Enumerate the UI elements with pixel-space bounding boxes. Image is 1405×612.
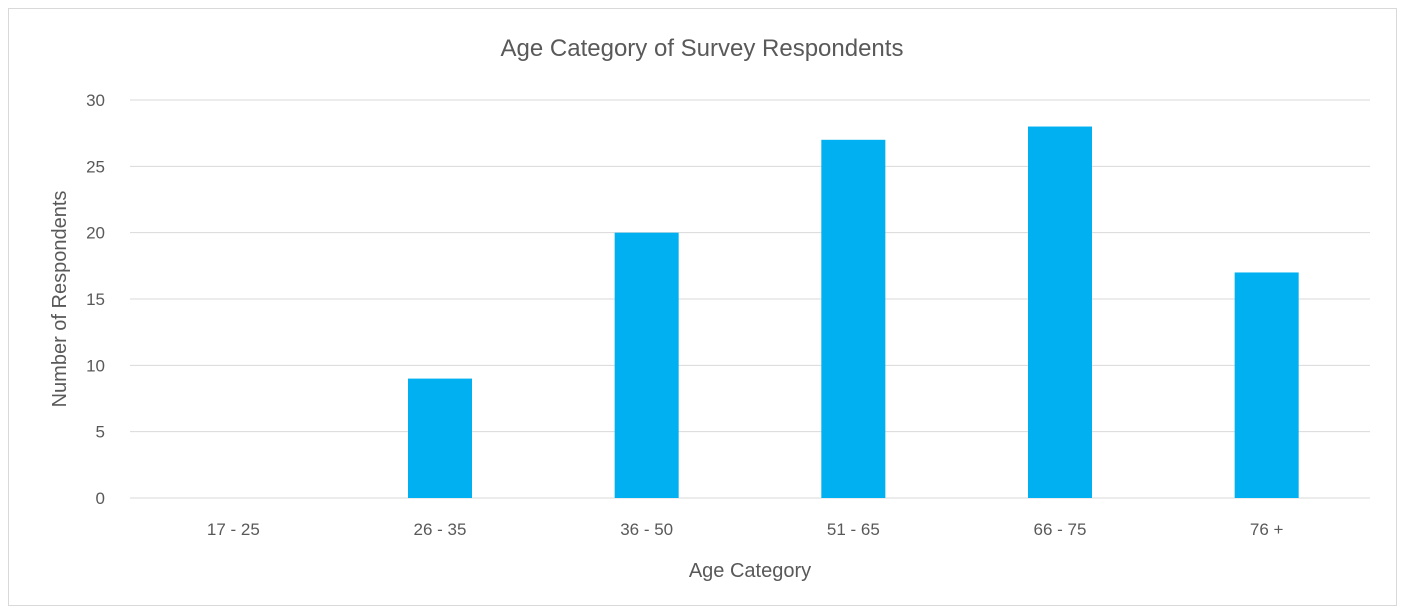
x-tick-label: 26 - 35 <box>414 520 467 539</box>
y-tick-label: 5 <box>96 423 105 442</box>
y-tick-label: 0 <box>96 489 105 508</box>
bar-3 <box>821 139 886 499</box>
y-tick-label: 20 <box>86 224 105 243</box>
bar-4 <box>1028 126 1092 499</box>
gridlines <box>130 99 1370 499</box>
y-tick-label: 25 <box>86 157 105 176</box>
chart-frame <box>8 8 1397 606</box>
bar-5 <box>1234 272 1299 498</box>
y-axis-title: Number of Respondents <box>49 191 71 408</box>
x-tick-label: 36 - 50 <box>620 520 673 539</box>
y-tick-label: 15 <box>86 290 105 309</box>
y-tick-label: 10 <box>86 356 105 375</box>
y-axis-ticks: 0 5 10 15 20 25 30 <box>86 91 105 508</box>
bar-2 <box>614 232 679 498</box>
x-tick-label: 17 - 25 <box>207 520 260 539</box>
bar-1 <box>408 378 472 498</box>
x-tick-label: 51 - 65 <box>827 520 880 539</box>
x-axis-ticks: 17 - 25 26 - 35 36 - 50 51 - 65 66 - 75 76 + <box>207 520 1284 539</box>
x-axis-title: Age Category <box>689 560 811 582</box>
x-tick-label: 66 - 75 <box>1034 520 1087 539</box>
chart-title: Age Category of Survey Respondents <box>501 35 904 62</box>
y-tick-label: 30 <box>86 91 105 110</box>
bars <box>408 126 1299 499</box>
x-tick-label: 76 + <box>1250 520 1284 539</box>
